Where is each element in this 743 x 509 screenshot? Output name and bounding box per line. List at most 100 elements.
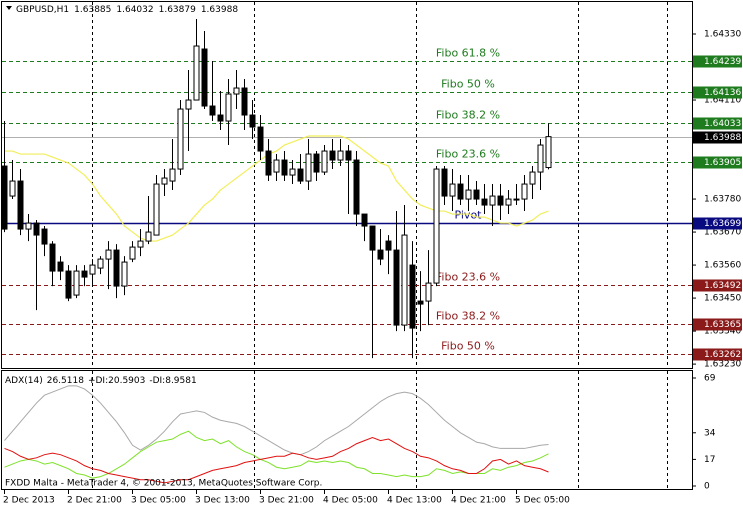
candle-body	[353, 159, 360, 215]
candle-body	[57, 261, 64, 272]
candle-body	[321, 150, 328, 173]
indicator-value: 20.5903	[108, 376, 145, 386]
candle-body	[145, 231, 152, 242]
candle-body	[385, 240, 392, 251]
candle-body	[25, 222, 32, 230]
x-tick-label: 5 Dec 05:00	[515, 496, 570, 506]
candle-body	[137, 240, 144, 248]
y-tick-label: 17	[704, 455, 715, 465]
x-tick-label: 4 Dec 21:00	[451, 496, 506, 506]
level-label: Fibo 23.6 %	[436, 271, 500, 284]
candle-body	[233, 87, 240, 95]
level-box-label: 1.63905	[704, 158, 741, 168]
header-part: 1.64032	[116, 5, 153, 15]
level-label: Pivot	[454, 209, 482, 222]
candle-body	[289, 168, 296, 176]
candle-body	[201, 48, 208, 107]
candle-body	[65, 270, 72, 299]
header-part: GBPUSD,H1	[16, 5, 69, 15]
x-tick-label: 3 Dec 21:00	[259, 496, 314, 506]
candle-body	[297, 168, 304, 182]
candle-body	[409, 264, 416, 329]
level-box	[693, 318, 742, 331]
indicator-name: -DI:	[149, 376, 165, 386]
level-label: Fibo 38.2 %	[436, 310, 500, 323]
y-tick-label: 0	[704, 482, 710, 492]
level-box	[693, 156, 742, 169]
indicator-name: ADX(14)	[5, 376, 43, 386]
candle-body	[89, 264, 96, 275]
candle-body	[97, 258, 104, 269]
candle-body	[41, 228, 48, 245]
candle-body	[489, 195, 496, 206]
candle-body	[241, 87, 248, 116]
level-label: Fibo 50 %	[441, 340, 495, 353]
candle-body	[505, 198, 512, 206]
candle-body	[193, 45, 200, 101]
candle-body	[305, 153, 312, 182]
x-tick-label: 2 Dec 21:00	[67, 496, 122, 506]
candle-body	[49, 243, 56, 272]
candle-body	[457, 183, 464, 200]
chart-header: GBPUSD,H1 1.63885 1.64032 1.63879 1.63988	[16, 5, 238, 15]
candle-body	[9, 180, 16, 197]
candle-body	[449, 183, 456, 197]
candle-body	[121, 261, 128, 287]
candle-body	[73, 270, 80, 296]
indicator-line	[4, 436, 549, 484]
candle-body	[393, 249, 400, 326]
footer: FXDD Malta - MetaTrader 4, © 2001-2013, …	[5, 479, 322, 489]
price-box	[693, 131, 742, 144]
level-box	[693, 348, 742, 361]
candle-body	[369, 225, 376, 251]
level-box-label: 1.64033	[704, 119, 741, 129]
y-tick-label: 34	[704, 428, 716, 438]
layer: 1.64330 1.64110 1.63780 1.63670 1.63560 1.634…	[1, 19, 742, 506]
candle-body	[273, 159, 280, 173]
level-box	[693, 217, 742, 230]
candle-body	[521, 183, 528, 200]
ma-line	[4, 135, 549, 242]
level-box	[693, 117, 742, 130]
candle-body	[377, 249, 384, 260]
level-box	[693, 55, 742, 68]
candle-body	[209, 105, 216, 116]
level-box	[693, 279, 742, 292]
y-tick-label: 1.64330	[704, 30, 741, 40]
sub-frame	[1, 370, 693, 490]
candle-body	[161, 177, 168, 185]
candle-body	[329, 150, 336, 161]
candle-body	[113, 249, 120, 287]
y-tick-label: 1.63340	[704, 327, 741, 337]
candle-body	[481, 198, 488, 206]
level-label: Fibo 23.6 %	[436, 148, 500, 161]
candle-body	[433, 168, 440, 284]
candle-body	[425, 282, 432, 302]
candle-body	[257, 126, 264, 152]
candle-body	[361, 213, 368, 227]
level-box-label: 1.63262	[704, 350, 741, 360]
candle-body	[129, 246, 136, 260]
candle-body	[17, 180, 24, 230]
indicator-value: 8.9581	[165, 376, 197, 386]
candle-body	[545, 136, 552, 169]
x-tick-label: 4 Dec 13:00	[387, 496, 442, 506]
candle-body	[401, 234, 408, 326]
level-box-label: 1.63365	[704, 320, 741, 330]
indicator-line	[4, 385, 549, 456]
candle-body	[441, 168, 448, 197]
y-tick-label: 1.63560	[704, 261, 741, 271]
candle-body	[33, 222, 40, 236]
level-box-label: 1.64239	[704, 57, 741, 67]
x-tick-label: 4 Dec 05:00	[323, 496, 378, 506]
candle-body	[153, 183, 160, 236]
y-tick-label: 69	[704, 374, 716, 384]
candle-body	[497, 195, 504, 206]
x-tick-label: 3 Dec 05:00	[131, 496, 186, 506]
y-tick-label: 1.64110	[704, 96, 741, 106]
y-tick-label: 1.63780	[704, 195, 741, 205]
candle-body	[217, 114, 224, 122]
candle-body	[473, 189, 480, 200]
